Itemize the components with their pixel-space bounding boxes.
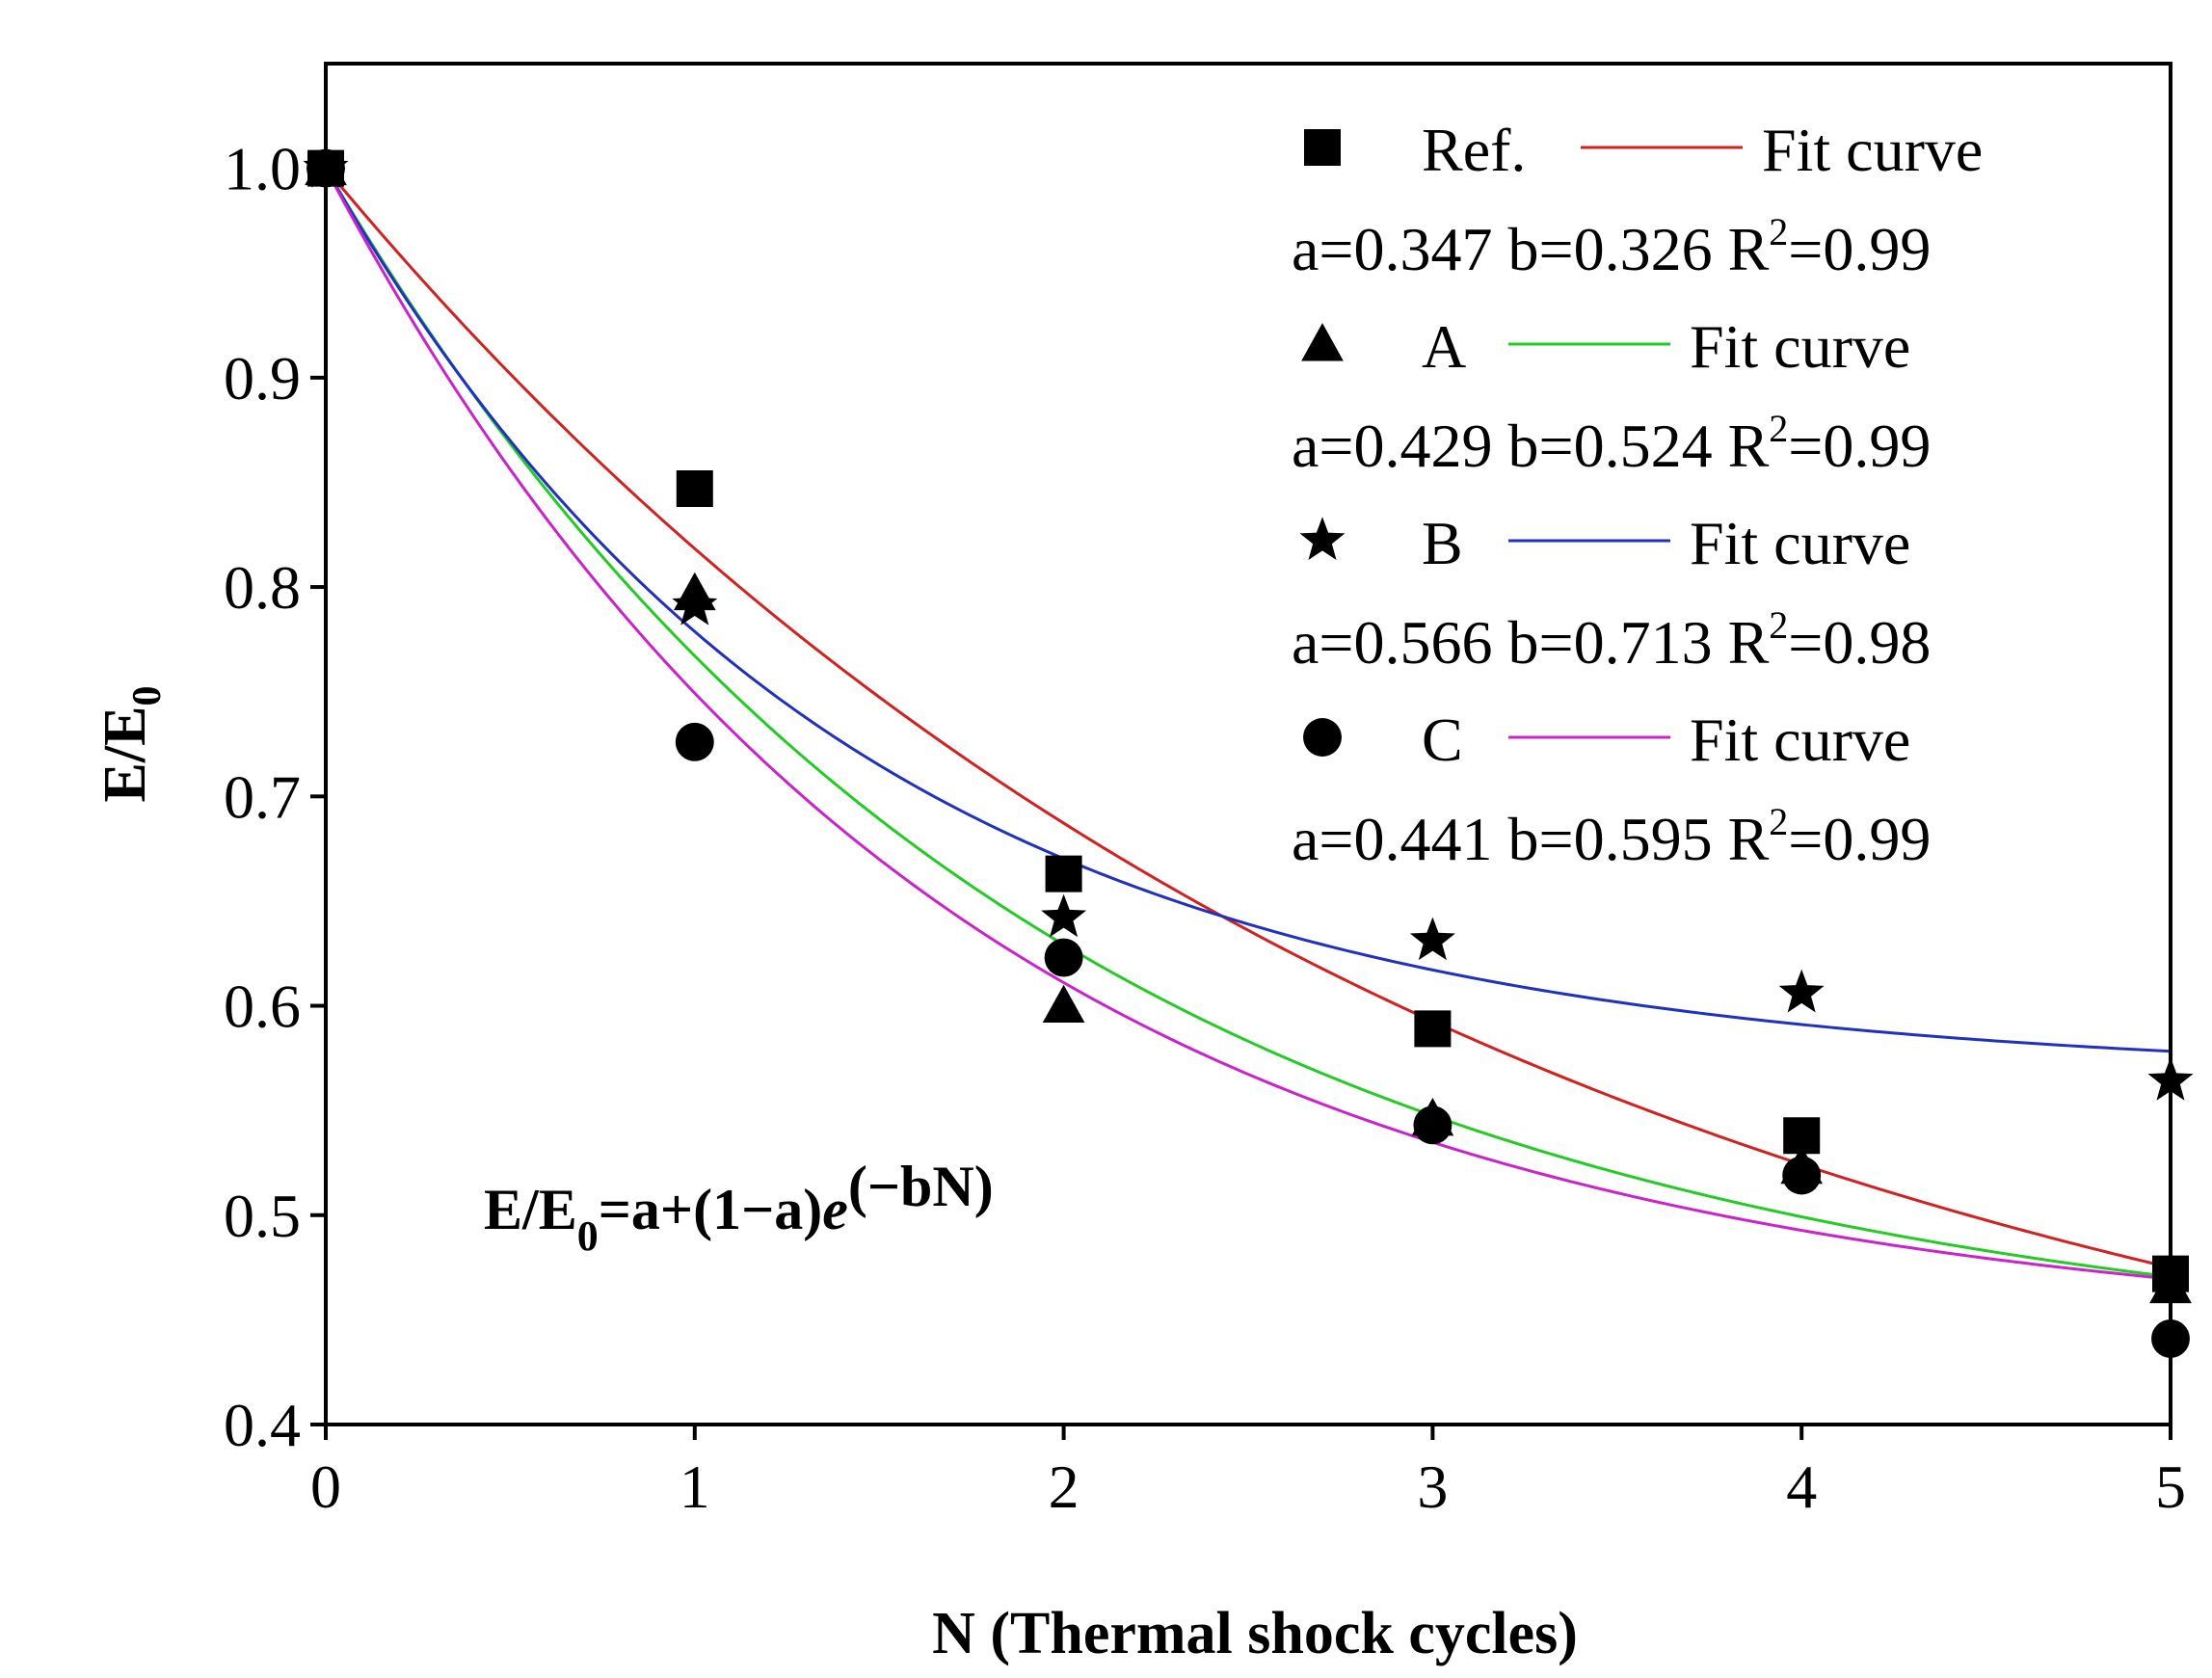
legend-params-c: a=0.441 b=0.595 R2=0.99 [1292, 800, 1931, 873]
y-tick-label: 1.0 [224, 135, 301, 203]
data-point-c [1044, 938, 1083, 977]
y-tick-label: 0.9 [224, 344, 301, 413]
data-point-c [1413, 1105, 1452, 1145]
x-tick-label: 2 [1049, 1452, 1079, 1521]
legend-params-part: a=0.429 b=0.524 R [1292, 412, 1770, 480]
fit-curve-a [324, 167, 2172, 1279]
fit-curve-c [324, 167, 2172, 1281]
formula-lhs-sub: 0 [577, 1212, 599, 1260]
legend-marker-a [1301, 323, 1344, 361]
data-point-ref [1783, 1117, 1821, 1155]
data-point-ref [676, 469, 713, 507]
legend-fit-label: Fit curve [1690, 706, 1910, 774]
legend-params-part: 2 [1769, 210, 1788, 253]
legend-params-a: a=0.429 b=0.524 R2=0.99 [1292, 407, 1931, 480]
legend-params-part: a=0.441 b=0.595 R [1292, 805, 1770, 873]
legend-params-b: a=0.566 b=0.713 R2=0.98 [1292, 603, 1931, 677]
legend-params-ref: a=0.347 b=0.326 R2=0.99 [1292, 210, 1931, 283]
y-tick-label: 0.7 [224, 762, 301, 831]
legend-params-part: 2 [1769, 603, 1788, 647]
x-tick-label: 0 [310, 1452, 341, 1521]
y-axis-title-sub: 0 [125, 686, 170, 706]
y-tick-label: 0.4 [224, 1391, 301, 1459]
y-axis-title-main: E/E [93, 706, 158, 803]
legend-marker-ref [1304, 129, 1341, 166]
legend-series-name: A [1422, 312, 1466, 381]
legend-marker-b [1299, 517, 1346, 560]
y-tick-label: 0.5 [224, 1182, 301, 1250]
data-point-a [1042, 984, 1085, 1024]
x-tick-label: 5 [2155, 1452, 2186, 1521]
legend-params-part: =0.98 [1788, 608, 1931, 677]
data-point-c [1782, 1156, 1822, 1195]
plot-frame [324, 62, 2172, 1426]
x-tick-label: 4 [1786, 1452, 1817, 1521]
data-point-ref [1045, 855, 1082, 892]
legend-params-part: a=0.566 b=0.713 R [1292, 608, 1770, 677]
data-point-b [1778, 969, 1825, 1013]
legend-params-part: =0.99 [1788, 412, 1931, 480]
data-point-b [1409, 917, 1455, 961]
legend-series-name: B [1422, 509, 1463, 577]
legend-fit-label: Fit curve [1690, 509, 1910, 577]
formula-lhs: E/E [484, 1178, 577, 1241]
legend-marker-c [1303, 718, 1342, 757]
y-tick-label: 0.8 [224, 553, 301, 622]
legend-series-name: C [1422, 706, 1463, 774]
fit-curves [324, 167, 2172, 1281]
legend-params-part: =0.99 [1788, 215, 1931, 283]
y-tick-label: 0.6 [224, 972, 301, 1041]
legend-series-name: Ref. [1422, 116, 1526, 184]
formula-exponent: (−bN) [848, 1155, 994, 1218]
legend-params-part: 2 [1769, 407, 1788, 450]
model-formula: E/E0=a+(1−a)e(−bN) [484, 1155, 994, 1260]
x-tick-label: 1 [680, 1452, 710, 1521]
legend-params-part: =0.99 [1788, 805, 1931, 873]
formula-rhs: =a+(1−a) [599, 1178, 823, 1241]
formula-e: e [822, 1178, 848, 1241]
legend-fit-label: Fit curve [1762, 116, 1983, 184]
data-point-c [675, 722, 714, 761]
x-tick-label: 3 [1417, 1452, 1448, 1521]
data-point-ref [1414, 1010, 1452, 1048]
fit-curve-b [324, 167, 2172, 1053]
legend-fit-label: Fit curve [1690, 312, 1910, 381]
x-axis-title: N (Thermal shock cycles) [932, 1601, 1578, 1666]
fit-curve-ref [324, 167, 2172, 1269]
y-axis-title: E/E0 [93, 686, 170, 803]
axis-ticks: 0 1 2 3 4 5 0.4 0.5 0.6 0.7 0.8 0.9 1.0 [224, 135, 2186, 1521]
legend-params-part: a=0.347 b=0.326 R [1292, 215, 1770, 283]
data-point-b [1041, 893, 1087, 938]
data-point-b [672, 581, 718, 626]
legend-params-part: 2 [1769, 800, 1788, 843]
